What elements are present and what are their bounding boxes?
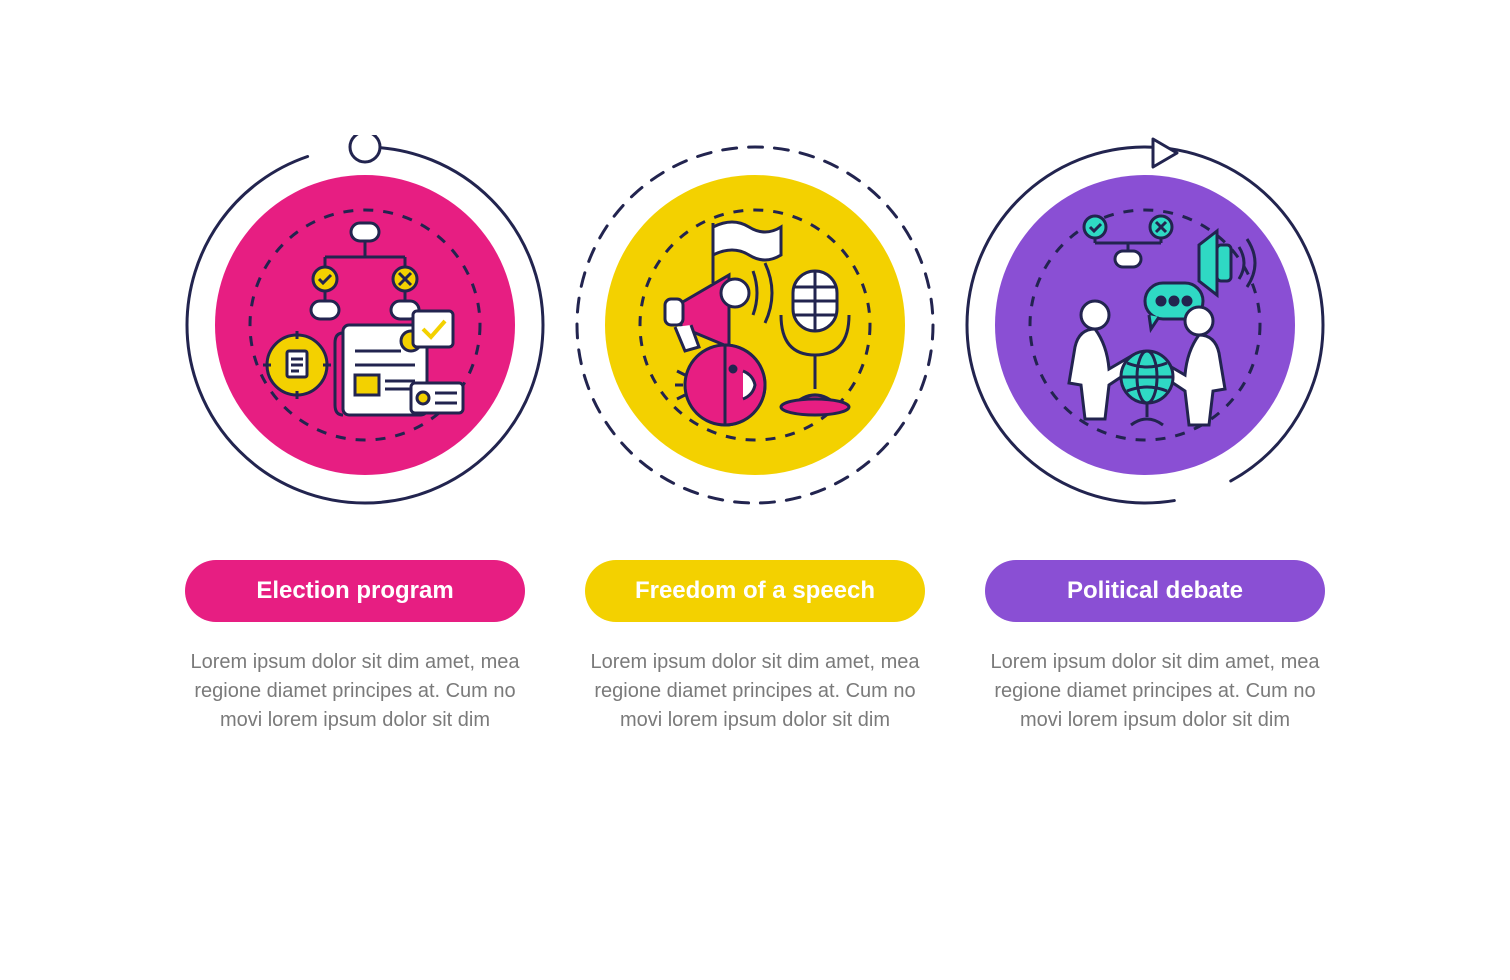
election-program-icon [215, 175, 515, 475]
step-political-debate [950, 120, 1340, 530]
body-text: Lorem ipsum dolor sit dim amet, mea regi… [185, 648, 525, 735]
labels-row: Election program Lorem ipsum dolor sit d… [0, 560, 1510, 735]
pill-freedom-of-speech: Freedom of a speech [585, 560, 925, 622]
circle-row [0, 120, 1510, 530]
label-col-election-program: Election program Lorem ipsum dolor sit d… [185, 560, 525, 735]
infographic-stage: Election program Lorem ipsum dolor sit d… [0, 0, 1510, 980]
step-freedom-of-speech [560, 120, 950, 530]
step-election-program [170, 120, 560, 530]
label-col-freedom-of-speech: Freedom of a speech Lorem ipsum dolor si… [585, 560, 925, 735]
freedom-speech-icon [605, 175, 905, 475]
political-debate-icon [995, 175, 1295, 475]
pill-political-debate: Political debate [985, 560, 1325, 622]
body-text: Lorem ipsum dolor sit dim amet, mea regi… [985, 648, 1325, 735]
pill-election-program: Election program [185, 560, 525, 622]
arrow-icon [1153, 139, 1177, 167]
start-dot-icon [350, 135, 380, 162]
body-text: Lorem ipsum dolor sit dim amet, mea regi… [585, 648, 925, 735]
label-col-political-debate: Political debate Lorem ipsum dolor sit d… [985, 560, 1325, 735]
